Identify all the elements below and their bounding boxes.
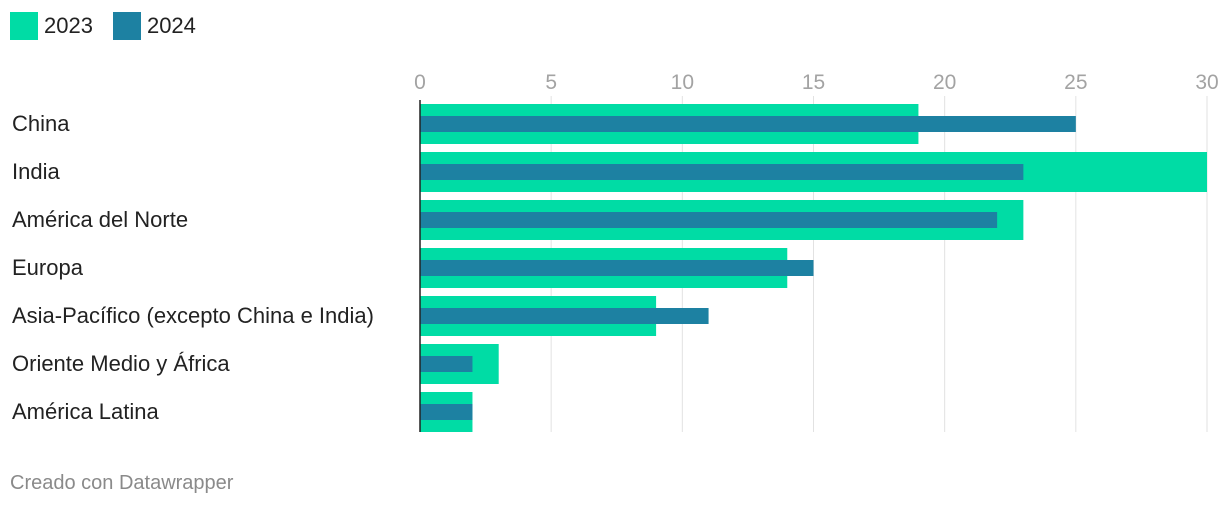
bar-2024-6: [420, 404, 473, 420]
legend-item-2024: 2024: [112, 12, 196, 40]
bar-2024-0: [420, 116, 1076, 132]
legend-item-2023: 2023: [10, 12, 93, 40]
legend-swatch-2024: [112, 12, 141, 40]
x-tick-label-30: 30: [1195, 71, 1218, 94]
legend-label-2023: 2023: [44, 13, 93, 38]
legend-swatch-2023: [10, 12, 38, 40]
x-tick-label-10: 10: [671, 71, 694, 94]
bar-2024-2: [420, 212, 998, 228]
category-label-0: China: [12, 111, 70, 136]
x-tick-label-0: 0: [414, 71, 426, 94]
bar-2024-3: [420, 260, 814, 276]
category-label-4: Asia-Pacífico (excepto China e India): [12, 303, 374, 328]
footer-credit: Creado con Datawrapper: [10, 472, 234, 494]
x-tick-label-5: 5: [545, 71, 557, 94]
x-tick-label-15: 15: [802, 71, 825, 94]
category-label-3: Europa: [12, 255, 84, 280]
bar-2024-5: [420, 356, 473, 372]
category-label-2: América del Norte: [12, 207, 188, 232]
legend-label-2024: 2024: [146, 13, 196, 38]
bar-2024-4: [420, 308, 709, 324]
legend: 2023 2024: [10, 12, 196, 40]
x-tick-label-25: 25: [1064, 71, 1087, 94]
category-label-6: América Latina: [12, 399, 160, 424]
category-label-5: Oriente Medio y África: [12, 351, 230, 376]
bar-chart: 0 5 10 15 20 25 30 China India América del Norte E…: [12, 71, 1219, 432]
category-label-1: India: [12, 159, 60, 184]
x-tick-label-20: 20: [933, 71, 956, 94]
bar-2024-1: [420, 164, 1024, 180]
